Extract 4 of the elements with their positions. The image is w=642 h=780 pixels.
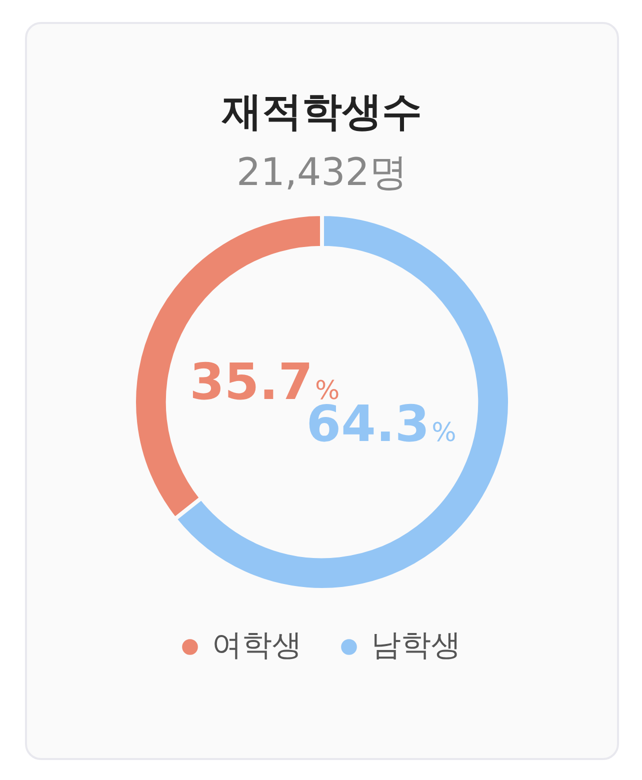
legend-label: 여학생 — [212, 628, 302, 663]
chart-subtitle: 21,432명 — [236, 149, 408, 196]
legend-label: 남학생 — [371, 628, 461, 663]
chart-title: 재적학생수 — [220, 88, 423, 137]
